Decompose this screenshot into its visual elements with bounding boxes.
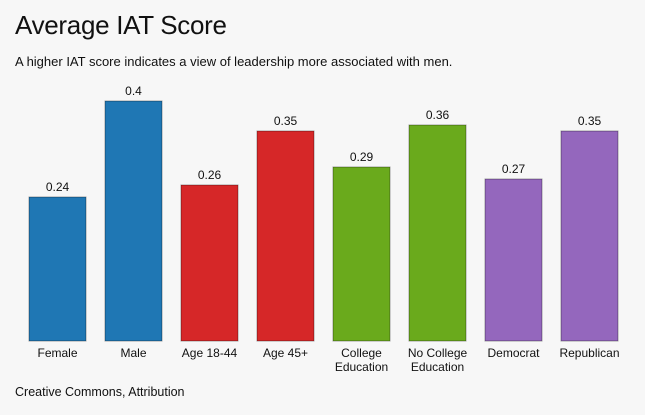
data-label: 0.24 xyxy=(46,180,70,194)
category-label: Male xyxy=(120,346,146,360)
data-label: 0.29 xyxy=(350,150,374,164)
data-label: 0.4 xyxy=(125,84,142,98)
bar-male xyxy=(104,100,163,342)
chart-title: Average IAT Score xyxy=(15,10,227,40)
category-label: Education xyxy=(335,360,388,374)
bar-democrat xyxy=(484,178,543,342)
data-label: 0.36 xyxy=(426,108,450,122)
category-label: College xyxy=(341,346,382,360)
category-label: Education xyxy=(411,360,464,374)
bar-republican xyxy=(560,130,619,342)
category-label: Age 18-44 xyxy=(182,346,238,360)
category-label: Age 45+ xyxy=(263,346,308,360)
bar-college-education xyxy=(332,166,391,342)
data-label: 0.27 xyxy=(502,162,526,176)
data-label: 0.35 xyxy=(578,114,602,128)
chart-subtitle: A higher IAT score indicates a view of l… xyxy=(15,54,453,69)
category-label: Republican xyxy=(559,346,619,360)
data-label: 0.35 xyxy=(274,114,298,128)
bar-age-18-44 xyxy=(180,184,239,342)
category-label: Female xyxy=(37,346,77,360)
bar-age-45- xyxy=(256,130,315,342)
footer-credit: Creative Commons, Attribution xyxy=(15,385,185,399)
category-label: Democrat xyxy=(487,346,540,360)
bar-female xyxy=(28,196,87,342)
category-label: No College xyxy=(408,346,468,360)
data-label: 0.26 xyxy=(198,168,222,182)
bar-no-college-education xyxy=(408,124,467,342)
